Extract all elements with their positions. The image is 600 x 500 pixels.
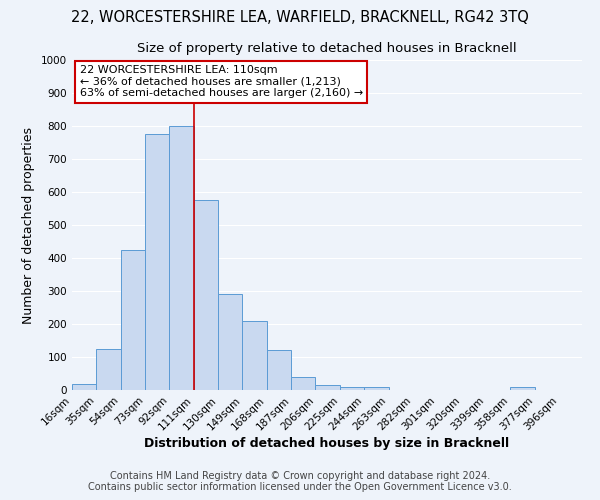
Title: Size of property relative to detached houses in Bracknell: Size of property relative to detached ho…: [137, 42, 517, 54]
Text: Contains HM Land Registry data © Crown copyright and database right 2024.
Contai: Contains HM Land Registry data © Crown c…: [88, 471, 512, 492]
Bar: [145, 134, 169, 390]
Bar: [316, 385, 340, 390]
X-axis label: Distribution of detached houses by size in Bracknell: Distribution of detached houses by size …: [145, 438, 509, 450]
Y-axis label: Number of detached properties: Number of detached properties: [22, 126, 35, 324]
Bar: [364, 386, 389, 390]
Bar: [340, 386, 364, 390]
Bar: [242, 320, 267, 390]
Text: 22, WORCESTERSHIRE LEA, WARFIELD, BRACKNELL, RG42 3TQ: 22, WORCESTERSHIRE LEA, WARFIELD, BRACKN…: [71, 10, 529, 25]
Bar: [291, 377, 316, 390]
Bar: [121, 250, 145, 390]
Text: 22 WORCESTERSHIRE LEA: 110sqm
← 36% of detached houses are smaller (1,213)
63% o: 22 WORCESTERSHIRE LEA: 110sqm ← 36% of d…: [80, 65, 363, 98]
Bar: [510, 386, 535, 390]
Bar: [97, 349, 121, 390]
Bar: [267, 350, 291, 390]
Bar: [72, 384, 97, 390]
Bar: [194, 200, 218, 390]
Bar: [169, 126, 194, 390]
Bar: [218, 294, 242, 390]
